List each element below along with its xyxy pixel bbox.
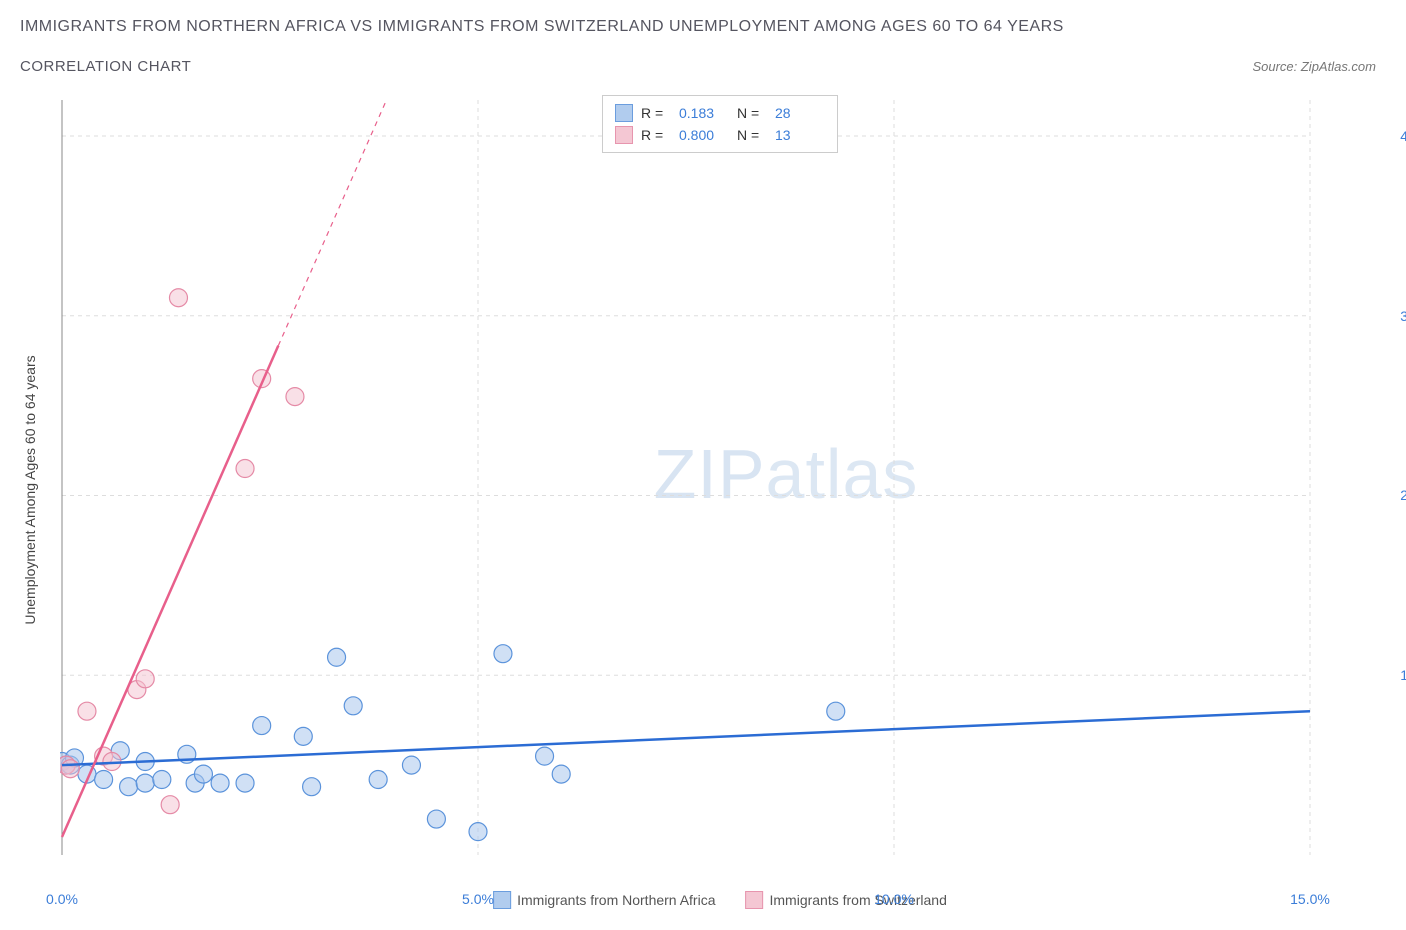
legend-n-label: N = bbox=[737, 105, 767, 121]
x-tick-label: 0.0% bbox=[46, 891, 78, 907]
chart-area: Unemployment Among Ages 60 to 64 years Z… bbox=[60, 95, 1380, 885]
legend-correlation-row: R = 0.183 N = 28 bbox=[615, 102, 825, 124]
legend-n-value: 13 bbox=[775, 127, 825, 143]
legend-r-label: R = bbox=[641, 127, 671, 143]
legend-series-label: Immigrants from Switzerland bbox=[770, 892, 947, 908]
legend-correlation-box: R = 0.183 N = 28 R = 0.800 N = 13 bbox=[602, 95, 838, 153]
x-tick-label: 5.0% bbox=[462, 891, 494, 907]
legend-r-label: R = bbox=[641, 105, 671, 121]
y-tick-label: 10.0% bbox=[1400, 667, 1406, 683]
legend-swatch bbox=[746, 891, 764, 909]
legend-swatch bbox=[493, 891, 511, 909]
legend-series-item: Immigrants from Northern Africa bbox=[493, 891, 715, 909]
legend-series-item: Immigrants from Switzerland bbox=[746, 891, 947, 909]
legend-correlation-row: R = 0.800 N = 13 bbox=[615, 124, 825, 146]
legend-n-label: N = bbox=[737, 127, 767, 143]
legend-series-label: Immigrants from Northern Africa bbox=[517, 892, 715, 908]
legend-r-value: 0.183 bbox=[679, 105, 729, 121]
y-tick-label: 30.0% bbox=[1400, 308, 1406, 324]
page-title: IMMIGRANTS FROM NORTHERN AFRICA VS IMMIG… bbox=[20, 18, 1386, 36]
legend-swatch bbox=[615, 104, 633, 122]
y-axis-label: Unemployment Among Ages 60 to 64 years bbox=[22, 355, 38, 624]
x-tick-label: 10.0% bbox=[874, 891, 914, 907]
y-tick-label: 40.0% bbox=[1400, 128, 1406, 144]
legend-swatch bbox=[615, 126, 633, 144]
scatter-plot bbox=[60, 95, 1380, 885]
y-tick-label: 20.0% bbox=[1400, 487, 1406, 503]
chart-subtitle: CORRELATION CHART bbox=[20, 58, 191, 75]
source-attribution: Source: ZipAtlas.com bbox=[1252, 59, 1376, 74]
legend-n-value: 28 bbox=[775, 105, 825, 121]
legend-r-value: 0.800 bbox=[679, 127, 729, 143]
x-tick-label: 15.0% bbox=[1290, 891, 1330, 907]
